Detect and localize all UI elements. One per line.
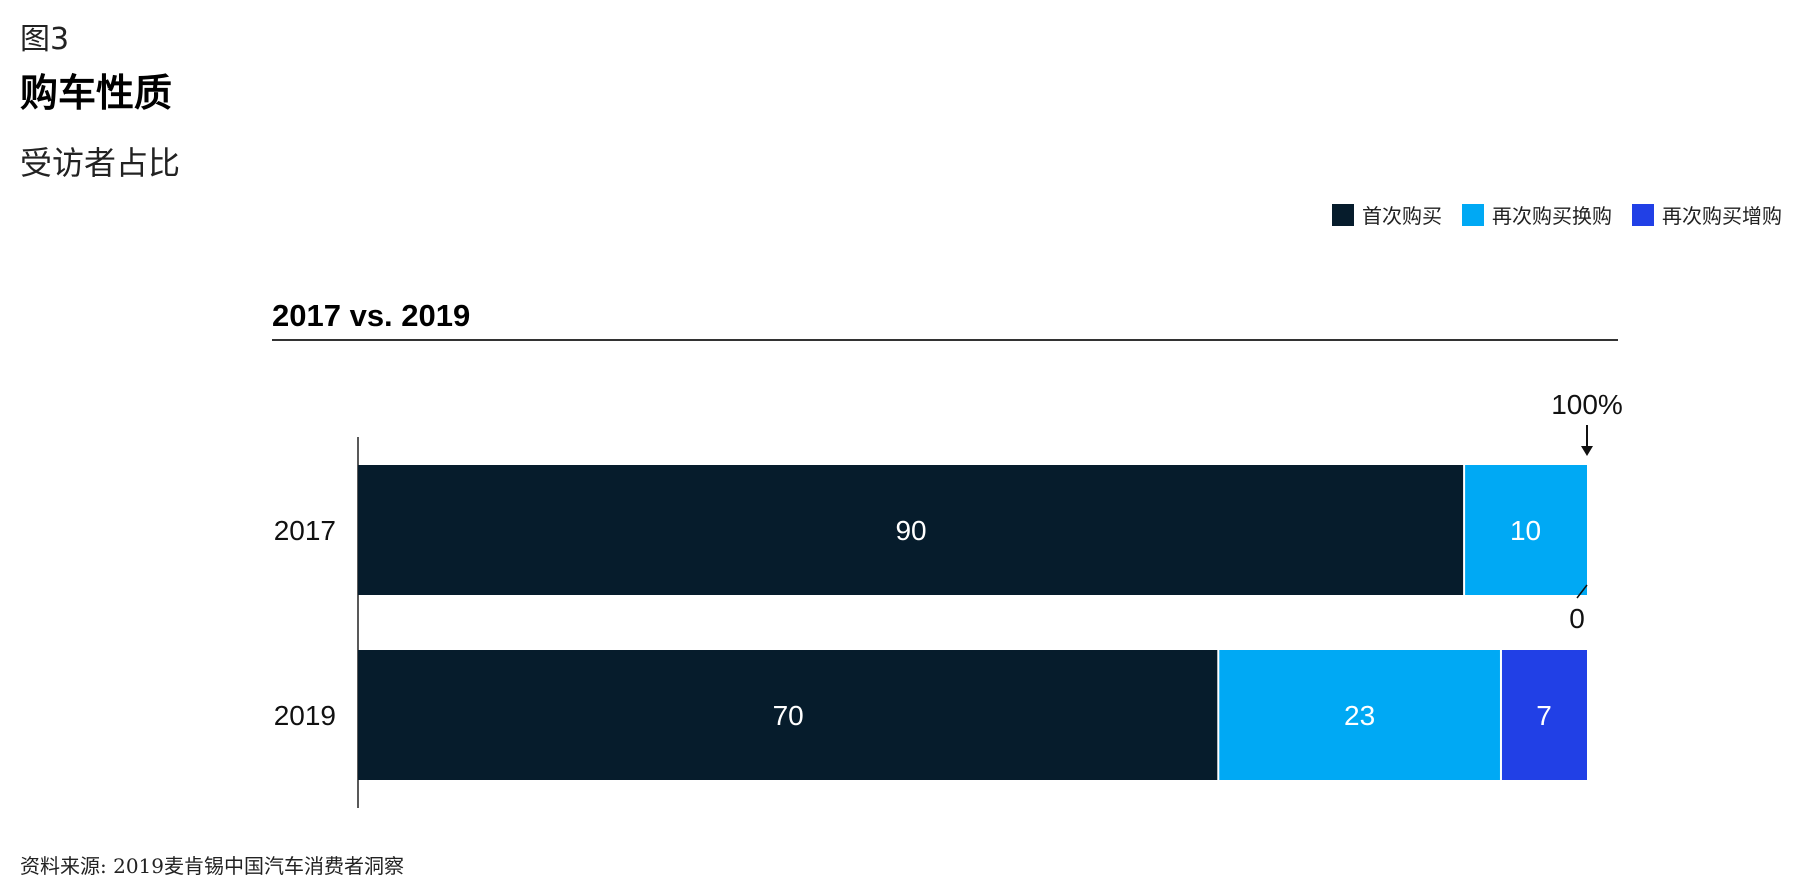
- legend-item-first-purchase: 首次购买: [1332, 200, 1442, 229]
- legend-label-additional-purchase: 再次购买增购: [1662, 204, 1782, 228]
- panel-title: 2017 vs. 2019: [272, 298, 471, 333]
- data-label-2017-series-1: 10: [1510, 515, 1541, 546]
- zero-annotation: 0: [1569, 603, 1585, 634]
- category-label-2019: 2019: [274, 700, 336, 731]
- figure-label: 图3: [20, 22, 70, 57]
- panel-divider: [272, 339, 1618, 341]
- total-arrow-head: [1581, 446, 1593, 456]
- bar-segment-2019-series-0: [358, 650, 1219, 780]
- bar-segment-2017-series-1: [1464, 465, 1587, 595]
- data-label-2019-series-1: 23: [1344, 700, 1375, 731]
- bar-segment-2019-series-2: [1500, 650, 1587, 780]
- legend-label-first-purchase: 首次购买: [1362, 204, 1442, 228]
- zero-leader-line: [1576, 584, 1588, 599]
- category-label-2017: 2017: [274, 515, 336, 546]
- data-label-2017-series-0: 90: [895, 515, 926, 546]
- source-note: 资料来源: 2019麦肯锡中国汽车消费者洞察: [20, 854, 404, 878]
- legend-swatch-additional-purchase: [1632, 203, 1654, 226]
- total-annotation: 100%: [1551, 389, 1623, 420]
- bar-segment-2017-series-0: [358, 465, 1465, 595]
- legend-item-replacement-purchase: 再次购买换购: [1462, 200, 1612, 229]
- legend-swatch-first-purchase: [1332, 203, 1354, 226]
- chart-title: 购车性质: [20, 70, 173, 115]
- legend-item-additional-purchase: 再次购买增购: [1632, 200, 1782, 229]
- legend-swatch-replacement-purchase: [1462, 203, 1484, 226]
- bar-segment-2019-series-1: [1218, 650, 1501, 780]
- data-label-2019-series-2: 7: [1536, 700, 1552, 731]
- data-label-2019-series-0: 70: [773, 700, 804, 731]
- legend: 首次购买 再次购买换购 再次购买增购: [1312, 200, 1782, 229]
- legend-label-replacement-purchase: 再次购买换购: [1492, 204, 1612, 228]
- chart-subtitle: 受访者占比: [20, 144, 181, 182]
